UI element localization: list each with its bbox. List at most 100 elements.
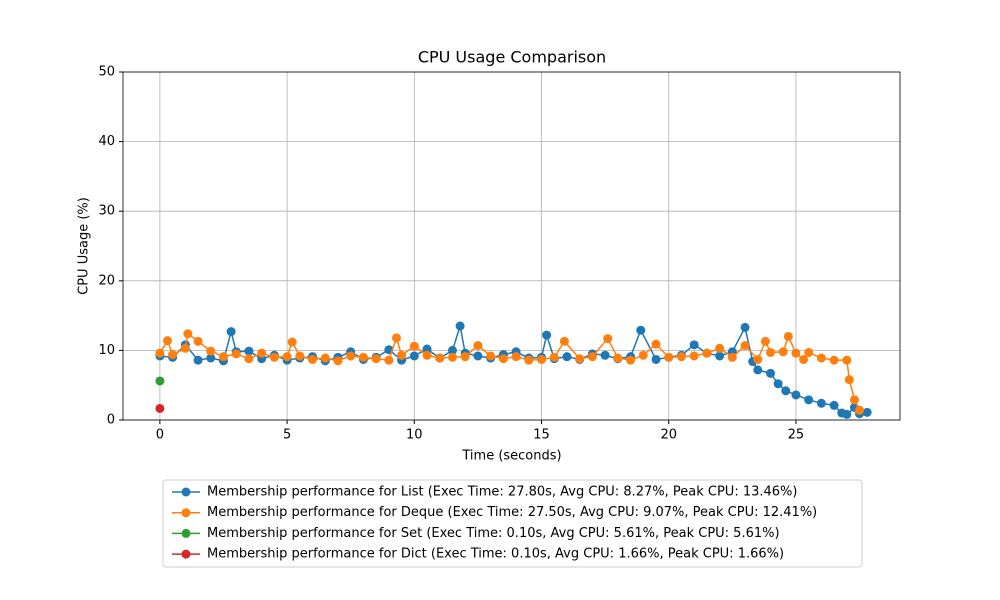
point [844, 375, 854, 385]
point [346, 351, 356, 361]
point [358, 352, 368, 362]
point [486, 351, 496, 361]
point [799, 354, 809, 364]
point [183, 329, 193, 339]
point [244, 346, 254, 356]
x-tick-label: 15 [533, 428, 550, 443]
point [804, 395, 814, 405]
point [524, 355, 534, 365]
point [397, 350, 407, 360]
point [320, 353, 330, 363]
point [740, 341, 750, 351]
point [168, 350, 178, 360]
x-tick-label: 5 [283, 428, 291, 443]
legend: Membership performance for List (Exec Ti… [162, 479, 863, 568]
point [155, 403, 165, 413]
point [855, 405, 865, 415]
point [269, 352, 279, 362]
point [218, 352, 228, 362]
point [613, 353, 623, 363]
point [549, 352, 559, 362]
y-tick-label: 10 [98, 343, 115, 358]
point [587, 352, 597, 362]
x-tick-label: 10 [406, 428, 423, 443]
point [760, 336, 770, 346]
point [791, 390, 801, 400]
point [244, 354, 254, 364]
legend-marker [181, 487, 191, 497]
legend-marker [181, 528, 191, 538]
point [753, 365, 763, 375]
point [155, 348, 165, 358]
point [371, 354, 381, 364]
point [473, 341, 483, 351]
point [193, 355, 203, 365]
point [676, 352, 686, 362]
x-tick-label: 20 [660, 428, 677, 443]
x-axis-label: Time (seconds) [461, 449, 561, 464]
point [384, 355, 394, 365]
point [295, 351, 305, 361]
point [727, 352, 737, 362]
point [773, 379, 783, 389]
point [829, 400, 839, 410]
point [781, 386, 791, 396]
point [829, 355, 839, 365]
point [287, 337, 297, 347]
x-tick-label: 25 [788, 428, 805, 443]
legend-label: Membership performance for Dict (Exec Ti… [207, 547, 784, 562]
point [422, 350, 432, 360]
legend-label: Membership performance for Deque (Exec T… [207, 505, 817, 520]
point [651, 339, 661, 349]
y-axis-label: CPU Usage (%) [77, 197, 92, 295]
point [702, 348, 712, 358]
point [715, 351, 725, 361]
point [651, 354, 661, 364]
y-tick-label: 0 [107, 413, 115, 428]
point [498, 354, 508, 364]
point [392, 333, 402, 343]
legend-box [162, 479, 863, 568]
point [409, 351, 419, 361]
point [804, 347, 814, 357]
point [282, 352, 292, 362]
point [460, 352, 470, 362]
point [689, 351, 699, 361]
point [638, 350, 648, 360]
point [409, 341, 419, 351]
point [308, 354, 318, 364]
point [603, 334, 613, 344]
point [766, 368, 775, 378]
point [664, 352, 674, 362]
point [559, 336, 569, 346]
point [740, 322, 750, 332]
y-tick-label: 30 [98, 204, 115, 219]
point [816, 353, 826, 363]
point [473, 351, 483, 361]
point [816, 398, 826, 408]
point [862, 407, 872, 417]
point [753, 354, 763, 364]
point [778, 347, 788, 357]
point [257, 348, 267, 358]
point [849, 395, 859, 405]
legend-label: Membership performance for List (Exec Ti… [207, 485, 797, 500]
point [537, 354, 547, 364]
legend-marker [181, 549, 191, 559]
point [455, 321, 465, 331]
point [791, 348, 801, 358]
point [636, 325, 646, 335]
point [783, 331, 793, 341]
point [180, 343, 190, 353]
point [715, 343, 725, 353]
point [226, 327, 236, 337]
point [542, 330, 552, 340]
point [435, 353, 445, 363]
point [231, 349, 241, 359]
point [511, 352, 521, 362]
point [206, 353, 216, 363]
point [575, 354, 585, 364]
legend-marker [181, 508, 191, 518]
point [562, 352, 572, 362]
